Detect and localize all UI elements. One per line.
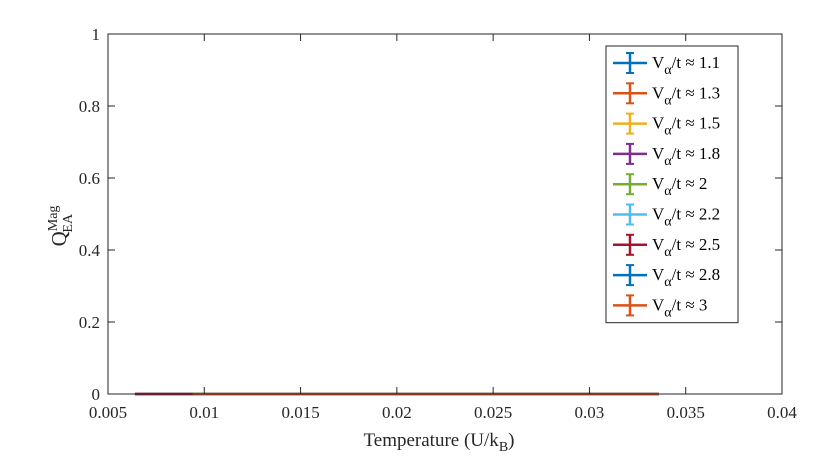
- y-tick-label: 0.8: [79, 97, 100, 116]
- legend-label: Vα/t ≈ 1.1: [652, 53, 720, 78]
- legend-label: Vα/t ≈ 2: [652, 174, 707, 199]
- x-tick-label: 0.03: [575, 403, 605, 422]
- x-axis-label-text: Temperature (U/kB): [364, 430, 515, 455]
- y-tick-label: 1: [92, 25, 101, 44]
- legend-item-1: Vα/t ≈ 1.1: [613, 52, 720, 78]
- x-tick-label: 0.005: [89, 403, 127, 422]
- x-tick-label: 0.02: [382, 403, 412, 422]
- axes-box: [107, 33, 783, 395]
- legend-label: Vα/t ≈ 2.5: [652, 235, 720, 260]
- legend-label: Vα/t ≈ 1.5: [652, 114, 720, 139]
- legend-item-7: Vα/t ≈ 2.5: [613, 233, 720, 260]
- legend-item-4: Vα/t ≈ 1.8: [613, 142, 720, 169]
- x-tick-label: 0.01: [189, 403, 219, 422]
- legend-label: Vα/t ≈ 2.2: [652, 205, 720, 230]
- legend-item-6: Vα/t ≈ 2.2: [613, 203, 720, 230]
- legend-item-9: Vα/t ≈ 3: [613, 294, 707, 320]
- legend: Vα/t ≈ 1.1 Vα/t ≈ 1.3 Vα/t ≈ 1.5 Vα/t ≈ 1.8…: [605, 45, 739, 324]
- y-tick-label: 0: [92, 385, 101, 404]
- legend-item-8: Vα/t ≈ 2.8: [613, 264, 720, 290]
- x-tick-label: 0.04: [767, 403, 797, 422]
- x-axis-label: Temperature (U/kB): [364, 430, 515, 455]
- y-axis-label: QMagEA: [46, 206, 76, 247]
- y-axis-label-text: QMagEA: [46, 206, 76, 247]
- legend-item-5: Vα/t ≈ 2: [613, 173, 707, 199]
- ticks-layer: 0.005 0.01 0.015 0.02 0.025 0.03 0.035 0.04 0 0.2…: [79, 25, 798, 422]
- x-tick-label: 0.035: [667, 403, 705, 422]
- y-tick-label: 0.6: [79, 169, 100, 188]
- y-tick-label: 0.2: [79, 313, 100, 332]
- y-tick-label: 0.4: [79, 241, 101, 260]
- legend-item-3: Vα/t ≈ 1.5: [613, 112, 720, 139]
- legend-label: Vα/t ≈ 3: [652, 295, 707, 320]
- legend-label: Vα/t ≈ 1.3: [652, 83, 720, 108]
- legend-label: Vα/t ≈ 2.8: [652, 265, 720, 290]
- legend-item-2: Vα/t ≈ 1.3: [613, 82, 720, 108]
- legend-label: Vα/t ≈ 1.8: [652, 144, 720, 169]
- x-tick-label: 0.025: [474, 403, 512, 422]
- x-tick-label: 0.015: [281, 403, 319, 422]
